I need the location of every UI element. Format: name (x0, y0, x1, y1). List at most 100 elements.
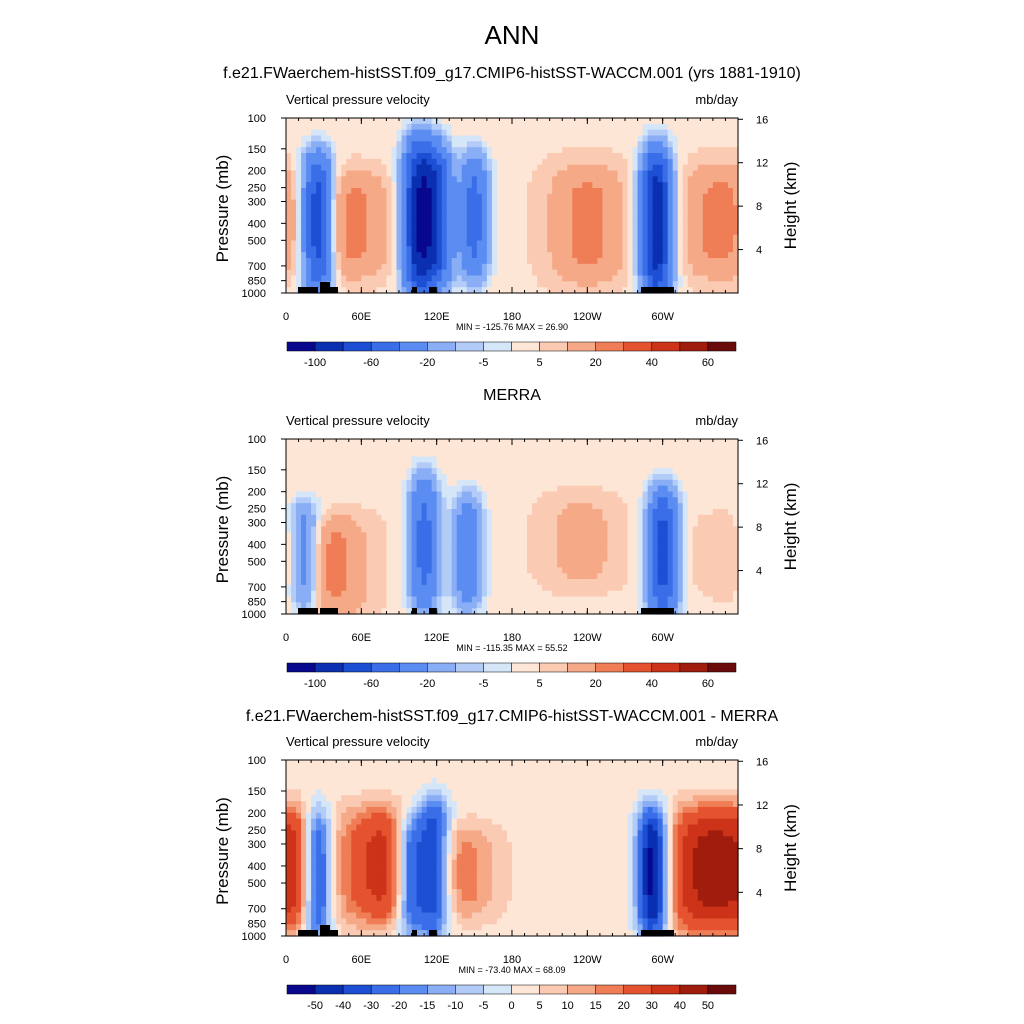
heatmap-cell (562, 158, 568, 166)
heatmap-cell (366, 503, 372, 510)
heatmap-cell (331, 199, 337, 207)
heatmap-cell (376, 141, 383, 148)
heatmap-cell (486, 129, 493, 137)
heatmap-cell (602, 479, 609, 487)
heatmap-cell (291, 526, 297, 533)
heatmap-cell (491, 503, 498, 510)
heatmap-cell (451, 182, 458, 189)
heatmap-cell (376, 182, 383, 189)
heatmap-cell (547, 176, 553, 183)
heatmap-cell (522, 193, 528, 201)
heatmap-cell (501, 141, 508, 148)
heatmap-cell (296, 129, 302, 137)
heatmap-cell (376, 520, 383, 528)
heatmap-cell (501, 468, 508, 475)
heatmap-cell (522, 258, 528, 265)
heatmap-cell (406, 520, 413, 528)
heatmap-cell (562, 468, 568, 475)
heatmap-cell (331, 269, 337, 277)
heatmap-cell (476, 596, 483, 603)
heatmap-cell (311, 561, 317, 568)
heatmap-cell (582, 118, 588, 125)
heatmap-cell (456, 567, 463, 574)
heatmap-cell (617, 485, 624, 493)
heatmap-cell (406, 217, 413, 224)
heatmap-cell (652, 234, 659, 242)
heatmap-cell (506, 170, 513, 177)
heatmap-cell (491, 596, 498, 603)
heatmap-cell (386, 474, 393, 481)
heatmap-cell (296, 474, 302, 481)
heatmap-cell (366, 129, 372, 137)
heatmap-cell (577, 491, 583, 498)
heatmap-cell (537, 176, 543, 183)
heatmap-cell (582, 158, 588, 166)
heatmap-cell (522, 246, 528, 253)
heatmap-cell (426, 479, 433, 487)
heatmap-cell (311, 503, 317, 510)
heatmap-cell (316, 246, 322, 253)
heatmap-cell (421, 246, 428, 253)
heatmap-cell (572, 561, 578, 568)
heatmap-cell (336, 164, 342, 172)
heatmap-cell (461, 450, 468, 458)
heatmap-cell (612, 158, 619, 166)
heatmap-cell (336, 503, 342, 510)
heatmap-cell (672, 141, 679, 148)
heatmap-cell (692, 263, 699, 271)
heatmap-cell (396, 479, 403, 487)
heatmap-cell (351, 228, 357, 236)
heatmap-cell (421, 176, 428, 183)
heatmap-cell (311, 135, 317, 142)
heatmap-cell (717, 269, 724, 277)
heatmap-cell (441, 468, 448, 475)
heatmap-cell (632, 450, 639, 458)
heatmap-cell (501, 450, 508, 458)
heatmap-cell (617, 193, 624, 201)
heatmap-cell (637, 182, 644, 189)
heatmap-cell (406, 164, 413, 172)
heatmap-cell (717, 176, 724, 183)
heatmap-cell (592, 555, 598, 563)
heatmap-cell (697, 246, 704, 253)
heatmap-cell (371, 164, 377, 172)
heatmap-cell (557, 444, 563, 452)
heatmap-cell (441, 263, 448, 271)
heatmap-cell (667, 258, 674, 265)
heatmap-cell (672, 258, 679, 265)
heatmap-cell (301, 205, 307, 212)
heatmap-cell (331, 182, 337, 189)
heatmap-cell (301, 462, 307, 469)
heatmap-cell (356, 228, 362, 236)
heatmap-cell (336, 497, 342, 504)
heatmap-cell (331, 479, 337, 487)
heatmap-cell (627, 503, 634, 510)
heatmap-cell (436, 520, 443, 528)
heatmap-cell (617, 526, 624, 533)
heatmap-cell (376, 263, 383, 271)
heatmap-cell (637, 281, 644, 288)
heatmap-cell (677, 211, 684, 218)
heatmap-cell (512, 544, 518, 551)
colorbar-swatch (483, 341, 512, 352)
heatmap-cell (707, 129, 714, 137)
heatmap-cell (562, 462, 568, 469)
heatmap-cell (657, 263, 664, 271)
heatmap-cell (582, 567, 588, 574)
heatmap-cell (562, 263, 568, 271)
heatmap-cell (381, 135, 388, 142)
heatmap-cell (617, 462, 624, 469)
heatmap-cell (722, 158, 729, 166)
heatmap-cell (311, 509, 317, 516)
heatmap-cell (727, 211, 734, 218)
heatmap-cell (306, 246, 312, 253)
heatmap-cell (542, 252, 548, 259)
heatmap-cell (371, 596, 377, 603)
heatmap-cell (602, 258, 609, 265)
heatmap-cell (406, 573, 413, 580)
heatmap-cell (552, 164, 558, 172)
heatmap-cell (306, 170, 312, 177)
heatmap-cell (431, 544, 438, 551)
heatmap-cell (567, 129, 573, 137)
heatmap-cell (441, 509, 448, 516)
